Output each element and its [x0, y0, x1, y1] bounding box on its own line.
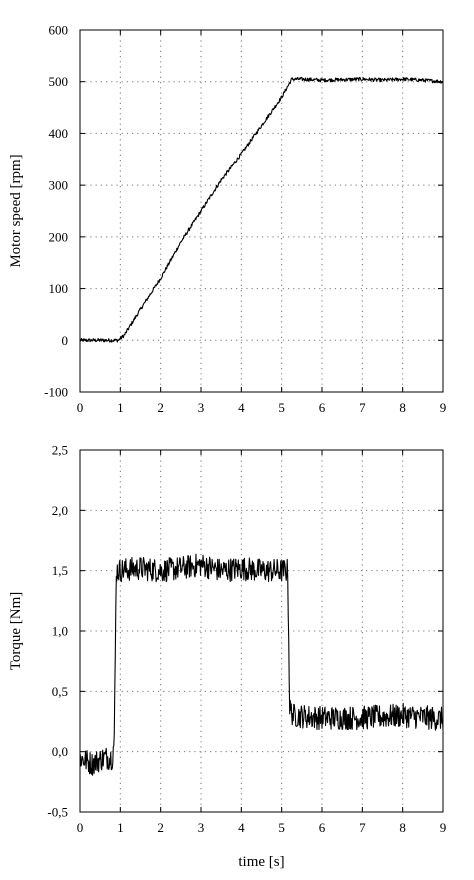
- y-tick-label: 400: [49, 126, 69, 141]
- y-tick-label: 2,0: [52, 503, 68, 518]
- x-tick-label: 6: [319, 820, 326, 835]
- x-axis-title: time [s]: [238, 854, 284, 870]
- y-tick-label: 0,5: [52, 684, 68, 699]
- plot-frame: [79, 449, 444, 813]
- x-tick-label: 1: [117, 820, 124, 835]
- chart-panel-2: 0 1 2 3 4 5 6 7 8 9 -0,5 0,0 0,5 1,0 1,5 2,0 2,5 Torque […: [8, 443, 446, 871]
- x-tick-label: 8: [399, 820, 406, 835]
- y-tick-label: 500: [49, 74, 69, 89]
- x-tick-label: 2: [157, 400, 164, 415]
- x-tick-label: 6: [319, 400, 326, 415]
- data-series-line: [79, 76, 444, 343]
- x-tick-label: 9: [440, 400, 447, 415]
- y-tick-label: 2,5: [52, 443, 68, 458]
- y-tick-label: -100: [44, 385, 68, 400]
- x-tick-label: 7: [359, 400, 366, 415]
- y-tick-label: 1,5: [52, 563, 68, 578]
- data-series-line: [79, 553, 444, 776]
- chart-panel-1: 0 1 2 3 4 5 6 7 8 9 -100 0 100 200 300 400 500 600 Motor s…: [8, 23, 446, 416]
- plot-frame: [79, 29, 444, 393]
- x-tick-label: 5: [278, 400, 285, 415]
- x-tick-label: 1: [117, 400, 124, 415]
- y-tick-label: 600: [49, 23, 69, 38]
- x-tick-label: 3: [198, 400, 205, 415]
- x-tick-label: 3: [198, 820, 205, 835]
- y-tick-label: 100: [49, 281, 69, 296]
- x-tick-label: 4: [238, 820, 245, 835]
- y-tick-label: -0,5: [47, 805, 68, 820]
- x-tick-label: 8: [399, 400, 406, 415]
- y-tick-label: 0: [62, 333, 69, 348]
- y-axis-title: Torque [Nm]: [8, 592, 24, 671]
- x-tick-label: 7: [359, 820, 366, 835]
- y-tick-label: 1,0: [52, 624, 68, 639]
- x-tick-label: 2: [157, 820, 164, 835]
- x-tick-label: 0: [77, 820, 84, 835]
- x-tick-label: 0: [77, 400, 84, 415]
- y-tick-label: 200: [49, 229, 69, 244]
- y-tick-label: 300: [49, 178, 69, 193]
- x-tick-label: 5: [278, 820, 285, 835]
- x-tick-label: 9: [440, 820, 447, 835]
- y-tick-label: 0,0: [52, 744, 68, 759]
- y-axis-title: Motor speed [rpm]: [8, 154, 24, 267]
- x-tick-label: 4: [238, 400, 245, 415]
